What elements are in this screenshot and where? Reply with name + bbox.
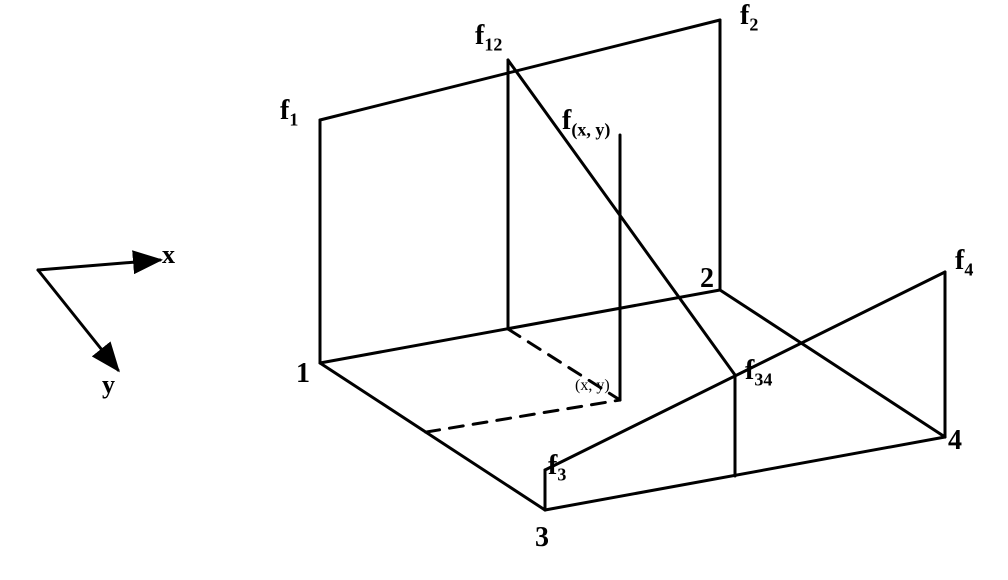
label-xy: (x, y) [575,377,610,395]
axis-y-label: y [102,370,115,400]
label-f1: f1 [280,95,298,131]
label-f3: f3 [548,450,566,486]
label-f12: f12 [475,20,502,56]
axis-x-label: x [162,240,175,270]
label-corner-1: 1 [296,358,310,390]
label-f2: f2 [740,0,758,36]
label-fxy: f(x, y) [562,105,610,141]
label-corner-3: 3 [535,522,549,554]
label-corner-2: 2 [700,263,714,295]
label-corner-4: 4 [948,425,962,457]
label-f34: f34 [745,355,772,391]
label-f4: f4 [955,245,973,281]
